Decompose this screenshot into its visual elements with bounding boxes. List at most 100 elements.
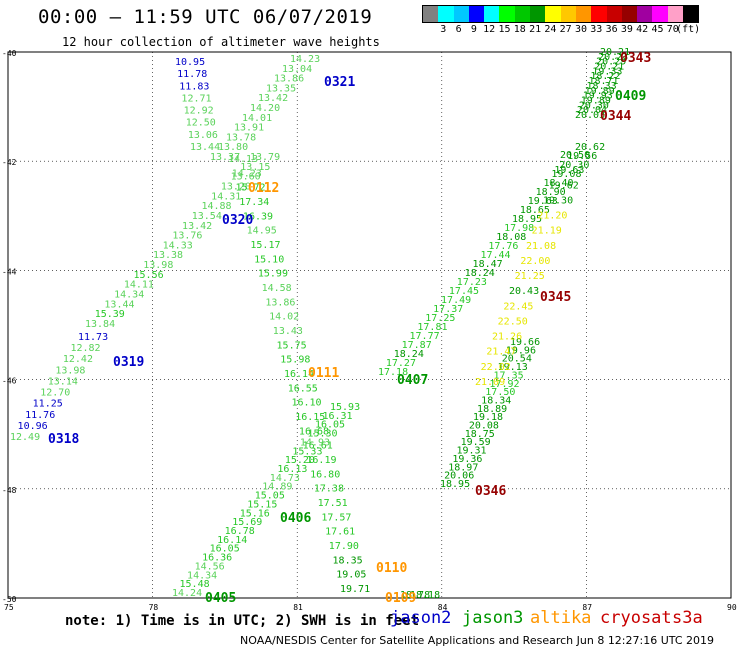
wave-height-value: 21.20 xyxy=(537,211,567,222)
wave-height-value: 17.44 xyxy=(480,250,510,261)
track-label: 0319 xyxy=(113,355,144,370)
color-scale-label: (ft) xyxy=(676,24,701,35)
color-scale-swatch xyxy=(621,6,638,22)
lon-label: 90 xyxy=(727,603,737,610)
wave-height-value: 13.44 xyxy=(104,299,134,310)
wave-height-value: 18.75 xyxy=(465,429,495,440)
color-scale-label: 36 xyxy=(605,24,618,35)
wave-height-value: 20.21 xyxy=(600,47,630,58)
color-scale-swatch xyxy=(453,6,469,22)
wave-height-value: 18.35 xyxy=(333,555,363,566)
wave-height-value: 19.63 xyxy=(554,165,584,176)
color-scale-swatch xyxy=(423,6,439,22)
wave-height-value: 22.02 xyxy=(481,362,511,373)
wave-height-value: 18.24 xyxy=(465,268,495,279)
wave-height-value: 11.78 xyxy=(177,69,207,80)
track-label: 0110 xyxy=(376,561,407,576)
wave-height-value: 19.93 xyxy=(583,91,613,102)
wave-height-value: 17.49 xyxy=(441,295,471,306)
wave-height-value: 19.62 xyxy=(549,180,579,191)
wave-height-value: 20.04 xyxy=(577,105,607,116)
wave-height-value: 19.05 xyxy=(336,570,366,581)
wave-height-value: 18.33 xyxy=(587,81,617,92)
wave-height-value: 14.01 xyxy=(242,113,272,124)
wave-height-value: 13.43 xyxy=(273,326,303,337)
wave-height-value: 16.14 xyxy=(284,369,314,380)
wave-height-value: 13.37 xyxy=(210,152,240,163)
color-scale-label: 12 xyxy=(483,24,496,35)
wave-height-value: 20.54 xyxy=(502,354,532,365)
wave-height-value: 19.59 xyxy=(461,437,491,448)
wave-height-value: 14.58 xyxy=(262,283,292,294)
wave-height-value: 14.11 xyxy=(124,280,154,291)
wave-height-value: 16.39 xyxy=(243,211,273,222)
track-label: 0407 xyxy=(397,373,428,388)
color-scale-swatch xyxy=(484,6,500,22)
track-label: 0343 xyxy=(620,51,651,66)
wave-height-value: 14.23 xyxy=(232,168,262,179)
wave-height-value: 12.50 xyxy=(186,118,216,129)
track-label: 0345 xyxy=(540,290,571,305)
wave-height-value: 16.68 xyxy=(299,426,329,437)
track-label: 0321 xyxy=(324,75,355,90)
wave-height-value: 15.20 xyxy=(285,455,315,466)
wave-height-value: 13.86 xyxy=(274,74,304,85)
wave-height-value: 17.57 xyxy=(321,512,351,523)
color-scale-labels: 3 6 9 12 15 18 21 24 27 30 33 36 39 42 45 70 (ft) xyxy=(422,24,728,36)
wave-height-value: 13.42 xyxy=(258,93,288,104)
color-scale-swatch xyxy=(514,6,531,22)
wave-height-value: 20.08 xyxy=(469,421,499,432)
wave-height-value: 19.56 xyxy=(567,151,597,162)
track-label: 0111 xyxy=(308,366,339,381)
color-scale-label: 33 xyxy=(590,24,603,35)
wave-height-value: 22.00 xyxy=(520,256,550,267)
wave-height-value: 17.92 xyxy=(489,379,519,390)
wave-height-value: 21.08 xyxy=(526,241,556,252)
wave-height-value: 18.90 xyxy=(536,187,566,198)
wave-height-value: 15.69 xyxy=(232,517,262,528)
wave-height-value: 16.55 xyxy=(288,383,318,394)
wave-height-value: 15.05 xyxy=(255,491,285,502)
wave-height-value: 13.06 xyxy=(188,130,218,141)
color-scale-label: 39 xyxy=(620,24,633,35)
wave-height-value: 16.13 xyxy=(277,464,307,475)
wave-height-value: 15.16 xyxy=(240,508,270,519)
wave-height-value: 15.48 xyxy=(180,579,210,590)
legend-jason2: jason2 xyxy=(390,608,452,628)
color-scale-label: 45 xyxy=(651,24,664,35)
wave-height-value: 15.30 xyxy=(307,429,337,440)
track-label: 0318 xyxy=(48,432,79,447)
wave-height-value: 17.45 xyxy=(449,286,479,297)
lon-label: 78 xyxy=(149,603,159,610)
wave-height-value: 10.96 xyxy=(18,421,48,432)
wave-height-value: 17.34 xyxy=(239,197,269,208)
color-scale-swatch xyxy=(667,6,684,22)
wave-height-value: 17.76 xyxy=(488,241,518,252)
wave-height-value: 19.71 xyxy=(340,584,370,595)
wave-height-value: 15.39 xyxy=(95,309,125,320)
color-scale-swatch xyxy=(575,6,592,22)
wave-height-value: 19.89 xyxy=(585,86,615,97)
wave-height-value: 16.05 xyxy=(315,420,345,431)
wave-height-value: 18.08 xyxy=(496,232,526,243)
track-label: 0409 xyxy=(615,89,646,104)
color-scale-label: 70 xyxy=(666,24,679,35)
wave-height-value: 15.93 xyxy=(330,402,360,413)
wave-height-value: 20.30 xyxy=(559,160,589,171)
wave-height-value: 13.15 xyxy=(240,162,270,173)
track-label: 0405 xyxy=(205,591,236,606)
wave-height-value: 19.30 xyxy=(543,195,573,206)
map-frame xyxy=(7,51,732,599)
wave-height-value: 18.24 xyxy=(394,349,424,360)
wave-height-value: 17.90 xyxy=(329,541,359,552)
wave-height-value: 17.27 xyxy=(386,358,416,369)
map-subtitle: 12 hour collection of altimeter wave hei… xyxy=(62,35,380,49)
wave-height-value: 16.15 xyxy=(295,412,325,423)
wave-height-value: 20.21 xyxy=(594,62,624,73)
wave-height-value: 21.19 xyxy=(532,226,562,237)
wave-height-value: 18.40 xyxy=(543,178,573,189)
wave-height-value: 20.06 xyxy=(444,471,474,482)
wave-height-value: 13.44 xyxy=(190,142,220,153)
wave-height-value: 14.23 xyxy=(290,54,320,65)
